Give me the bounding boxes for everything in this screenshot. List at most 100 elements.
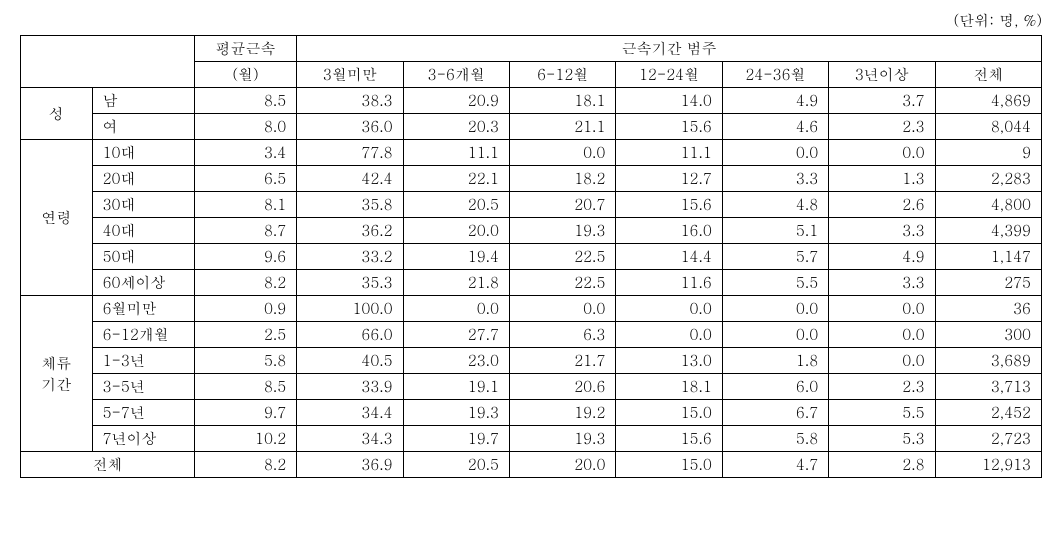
cell: 16.0 <box>616 218 722 244</box>
cell: 5.8 <box>194 348 296 374</box>
header-avg-tenure: 평균근속 <box>194 36 296 62</box>
cell: 275 <box>935 270 1041 296</box>
cell: 300 <box>935 322 1041 348</box>
cell: 2,723 <box>935 426 1041 452</box>
group-age: 연령 <box>21 140 93 296</box>
cell: 21.1 <box>509 114 615 140</box>
row-label: 60세이상 <box>92 270 194 296</box>
cell: 1.8 <box>722 348 828 374</box>
cell: 11.6 <box>616 270 722 296</box>
table-row: 체류 기간 6월미만 0.9 100.0 0.0 0.0 0.0 0.0 0.0… <box>21 296 1042 322</box>
row-label: 남 <box>92 88 194 114</box>
cell: 6.3 <box>509 322 615 348</box>
table-row: 7년이상 10.2 34.3 19.7 19.3 15.6 5.8 5.3 2,… <box>21 426 1042 452</box>
cell: 4.9 <box>829 244 935 270</box>
row-label: 10대 <box>92 140 194 166</box>
cell: 22.1 <box>403 166 509 192</box>
header-sub-4: 24-36월 <box>722 62 828 88</box>
cell: 19.7 <box>403 426 509 452</box>
cell: 18.2 <box>509 166 615 192</box>
cell: 35.3 <box>297 270 403 296</box>
cell: 1.3 <box>829 166 935 192</box>
cell: 3,713 <box>935 374 1041 400</box>
cell: 14.0 <box>616 88 722 114</box>
row-label: 20대 <box>92 166 194 192</box>
cell: 0.0 <box>829 140 935 166</box>
cell: 18.1 <box>509 88 615 114</box>
cell: 2,452 <box>935 400 1041 426</box>
row-label: 여 <box>92 114 194 140</box>
cell: 23.0 <box>403 348 509 374</box>
cell: 3,689 <box>935 348 1041 374</box>
cell: 22.5 <box>509 244 615 270</box>
group-sex: 성 <box>21 88 93 140</box>
table-row: 성 남 8.5 38.3 20.9 18.1 14.0 4.9 3.7 4,86… <box>21 88 1042 114</box>
cell: 3.3 <box>829 218 935 244</box>
cell: 2.5 <box>194 322 296 348</box>
cell: 42.4 <box>297 166 403 192</box>
cell: 33.9 <box>297 374 403 400</box>
cell: 20.5 <box>403 452 509 478</box>
total-row: 전체 8.2 36.9 20.5 20.0 15.0 4.7 2.8 12,91… <box>21 452 1042 478</box>
cell: 3.3 <box>829 270 935 296</box>
cell: 40.5 <box>297 348 403 374</box>
cell: 20.6 <box>509 374 615 400</box>
cell: 4.7 <box>722 452 828 478</box>
row-label: 40대 <box>92 218 194 244</box>
header-sub-3: 12-24월 <box>616 62 722 88</box>
cell: 8.5 <box>194 88 296 114</box>
cell: 19.3 <box>509 426 615 452</box>
cell: 27.7 <box>403 322 509 348</box>
cell: 4,869 <box>935 88 1041 114</box>
cell: 4.6 <box>722 114 828 140</box>
cell: 3.3 <box>722 166 828 192</box>
cell: 2.3 <box>829 374 935 400</box>
cell: 19.1 <box>403 374 509 400</box>
cell: 5.3 <box>829 426 935 452</box>
cell: 36.0 <box>297 114 403 140</box>
row-label: 5-7년 <box>92 400 194 426</box>
group-stay: 체류 기간 <box>21 296 93 452</box>
cell: 0.0 <box>722 322 828 348</box>
cell: 38.3 <box>297 88 403 114</box>
cell: 8.7 <box>194 218 296 244</box>
cell: 21.8 <box>403 270 509 296</box>
cell: 22.5 <box>509 270 615 296</box>
cell: 15.0 <box>616 452 722 478</box>
cell: 1,147 <box>935 244 1041 270</box>
cell: 0.0 <box>403 296 509 322</box>
cell: 36.2 <box>297 218 403 244</box>
cell: 36 <box>935 296 1041 322</box>
cell: 12.7 <box>616 166 722 192</box>
row-label: 3-5년 <box>92 374 194 400</box>
header-sub-6: 전체 <box>935 62 1041 88</box>
cell: 15.6 <box>616 192 722 218</box>
row-label: 6-12개월 <box>92 322 194 348</box>
cell: 0.0 <box>829 296 935 322</box>
cell: 4,800 <box>935 192 1041 218</box>
row-label: 1-3년 <box>92 348 194 374</box>
cell: 20.3 <box>403 114 509 140</box>
table-row: 40대 8.7 36.2 20.0 19.3 16.0 5.1 3.3 4,39… <box>21 218 1042 244</box>
cell: 8.0 <box>194 114 296 140</box>
header-tenure-range: 근속기간 범주 <box>297 36 1042 62</box>
row-label: 6월미만 <box>92 296 194 322</box>
cell: 5.5 <box>829 400 935 426</box>
cell: 34.3 <box>297 426 403 452</box>
cell: 0.0 <box>616 322 722 348</box>
cell: 0.0 <box>616 296 722 322</box>
cell: 8.2 <box>194 270 296 296</box>
cell: 14.4 <box>616 244 722 270</box>
cell: 8.5 <box>194 374 296 400</box>
cell: 9.6 <box>194 244 296 270</box>
header-sub-5: 3년이상 <box>829 62 935 88</box>
cell: 6.0 <box>722 374 828 400</box>
cell: 13.0 <box>616 348 722 374</box>
cell: 34.4 <box>297 400 403 426</box>
cell: 15.0 <box>616 400 722 426</box>
cell: 0.0 <box>829 348 935 374</box>
cell: 2.8 <box>829 452 935 478</box>
row-label: 50대 <box>92 244 194 270</box>
cell: 11.1 <box>616 140 722 166</box>
cell: 19.4 <box>403 244 509 270</box>
